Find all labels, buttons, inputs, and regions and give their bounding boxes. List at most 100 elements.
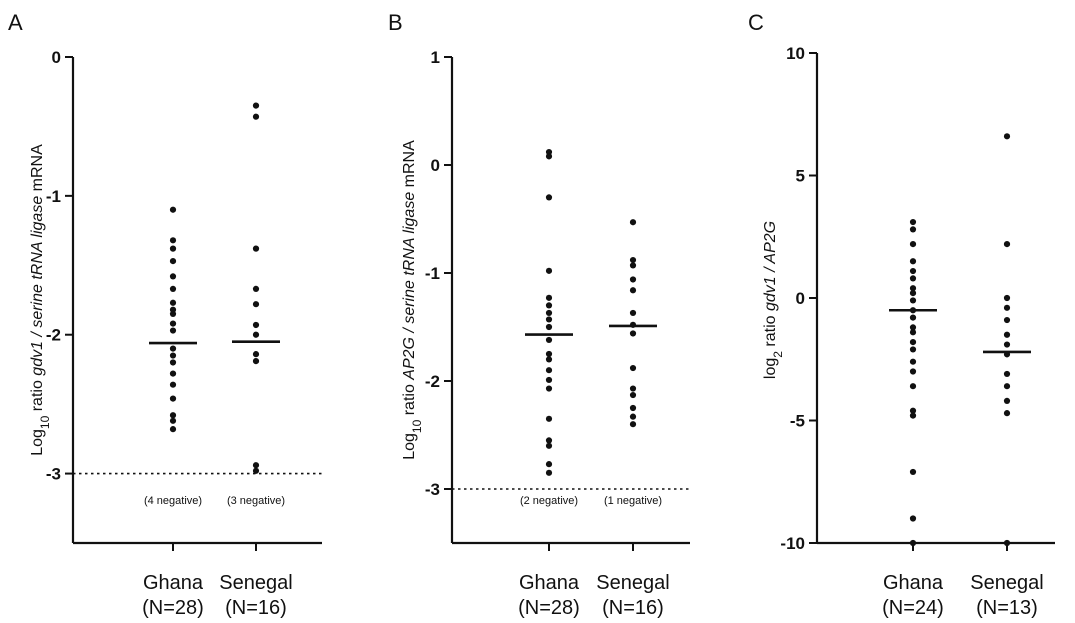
data-point (545, 194, 553, 201)
data-point (629, 262, 637, 269)
data-point (629, 287, 637, 294)
y-axis-label-part: log (762, 358, 779, 379)
category-label: Ghana (143, 572, 204, 594)
data-point (545, 437, 553, 444)
data-point (252, 102, 260, 109)
category-label: Senegal (596, 572, 669, 594)
data-point (545, 367, 553, 374)
data-point (169, 206, 177, 213)
y-tick-label: -5 (790, 412, 805, 431)
data-point (169, 245, 177, 252)
category-n-label: (N=24) (882, 597, 944, 619)
data-point (629, 276, 637, 283)
data-point (909, 267, 917, 275)
y-axis-label: Log10 ratio AP2G / serine tRNA ligase mR… (401, 140, 424, 460)
category-n-label: (N=28) (142, 597, 204, 619)
data-point (545, 302, 553, 309)
y-axis-label-part: gdv1 / serine tRNA ligase (29, 196, 46, 376)
data-point (169, 395, 177, 402)
data-point (169, 327, 177, 334)
data-point (545, 148, 553, 156)
data-point (169, 258, 177, 265)
data-point (909, 258, 917, 265)
data-point (909, 218, 917, 226)
y-axis-label: log2 ratio gdv1 / AP2G (762, 221, 785, 379)
data-point (629, 385, 637, 392)
data-point (629, 404, 637, 412)
data-point (545, 376, 553, 384)
y-tick-label: 5 (796, 167, 805, 186)
data-point (169, 345, 177, 352)
negative-count-note: (4 negative) (144, 495, 202, 507)
negative-count-note: (1 negative) (604, 495, 662, 507)
data-point (909, 383, 917, 390)
panel-a: A 0 -1 -2 -3 Ghana (N=28) (4 negative) Senegal (N… (8, 10, 322, 619)
data-point (909, 285, 917, 292)
data-point (545, 461, 553, 468)
y-axis-label-part: gdv1 / AP2G (762, 221, 779, 311)
y-tick-label: 0 (52, 48, 61, 67)
y-axis-label: Log10 ratio gdv1 / serine tRNA ligase mR… (29, 144, 52, 456)
y-tick-label: -2 (425, 372, 440, 391)
data-point (252, 113, 260, 120)
y-tick-label: 1 (431, 48, 440, 67)
category-n-label: (N=13) (976, 597, 1038, 619)
data-point (545, 323, 553, 331)
data-point (909, 358, 917, 365)
data-point (252, 331, 260, 338)
data-point (909, 368, 917, 375)
data-point (909, 468, 917, 476)
data-point (169, 359, 177, 366)
data-point (629, 364, 637, 372)
data-point (909, 290, 917, 297)
data-point (252, 321, 260, 329)
data-point (909, 539, 917, 547)
y-axis-label-part: mRNA (29, 144, 46, 196)
data-point (545, 267, 553, 274)
data-point (909, 275, 917, 282)
y-tick-label: -1 (46, 187, 61, 206)
data-point (909, 241, 917, 248)
y-tick-label: 0 (431, 156, 440, 175)
y-axis-label-part: 10 (38, 415, 52, 429)
y-tick-label: -3 (46, 465, 61, 484)
data-point (169, 352, 177, 359)
data-point (909, 329, 917, 336)
data-point (169, 426, 177, 433)
y-tick-label: 10 (786, 44, 805, 63)
panel-letter: B (388, 10, 403, 35)
data-point (909, 297, 917, 304)
data-point (545, 309, 553, 317)
data-point (909, 407, 917, 414)
data-point (252, 462, 260, 469)
data-point (1003, 397, 1011, 404)
category-label: Ghana (883, 572, 944, 594)
panel-c: C 10 5 0 -5 -10 Ghana (N=24) Senegal (N=13) log2 r… (748, 10, 1055, 619)
data-point (1003, 539, 1011, 547)
y-axis-label-part: mRNA (401, 140, 418, 192)
category-n-label: (N=16) (225, 597, 287, 619)
data-point (629, 219, 637, 226)
data-point (545, 153, 553, 160)
data-point (545, 469, 553, 476)
data-point (909, 346, 917, 353)
data-point (909, 515, 917, 522)
data-point (629, 309, 637, 317)
y-axis-label-part: AP2G / serine tRNA ligase (401, 192, 418, 381)
y-axis-label-part: Log (29, 429, 46, 456)
data-point (909, 324, 917, 331)
data-point (545, 350, 553, 358)
y-axis-label-part: ratio (762, 311, 779, 351)
negative-count-note: (2 negative) (520, 495, 578, 507)
data-point (169, 299, 177, 306)
data-point (909, 314, 917, 321)
data-point (545, 442, 553, 449)
data-point (545, 316, 553, 323)
category-n-label: (N=28) (518, 597, 580, 619)
data-point (629, 330, 637, 337)
category-label: Senegal (970, 572, 1043, 594)
y-tick-label: -3 (425, 480, 440, 499)
y-axis-label-part: ratio (29, 376, 46, 416)
